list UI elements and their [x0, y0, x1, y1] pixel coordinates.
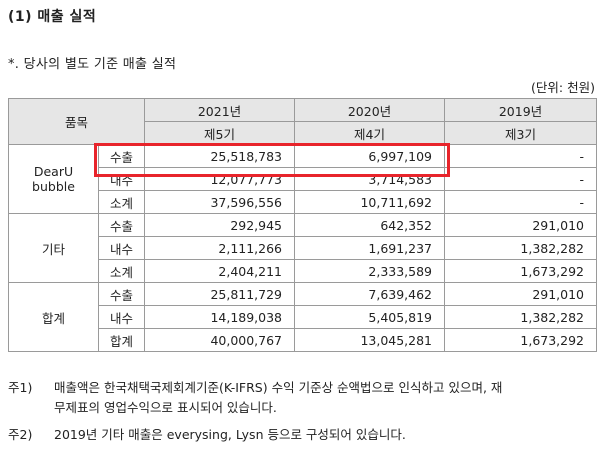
- table-row: 소계 37,596,556 10,711,692 -: [9, 190, 598, 214]
- group-label: DearU bubble: [8, 144, 99, 214]
- value-cell: 1,382,282: [444, 305, 598, 329]
- value-cell: 3,714,583: [294, 167, 446, 191]
- value-cell: 1,691,237: [294, 236, 446, 260]
- value-cell: -: [444, 190, 598, 214]
- period-header: 제3기: [444, 121, 598, 145]
- period-header: 제4기: [294, 121, 446, 145]
- row-type: 수출: [97, 213, 146, 237]
- value-cell: 2,111,266: [144, 236, 296, 260]
- footnote-text: 2019년 기타 매출은 everysing, Lysn 등으로 구성되어 있습…: [54, 427, 406, 442]
- row-type: 내수: [97, 167, 146, 191]
- row-type: 합계: [97, 328, 146, 352]
- table-row: 기타 수출 292,945 642,352 291,010: [8, 213, 598, 283]
- value-cell: 1,673,292: [444, 328, 598, 352]
- table-row: 합계 40,000,767 13,045,281 1,673,292: [9, 328, 598, 352]
- value-cell: 291,010: [444, 213, 598, 237]
- group-label: 합계: [8, 282, 99, 352]
- footnote-text: 매출액은 한국채택국제회계기준(K-IFRS) 수익 기준상 순액법으로 인식하…: [54, 380, 503, 395]
- value-cell: 292,945: [144, 213, 296, 237]
- footnote-2: 주2) 2019년 기타 매출은 everysing, Lysn 등으로 구성되어…: [8, 425, 406, 445]
- year-header: 2020년: [294, 98, 446, 122]
- value-cell: 1,382,282: [444, 236, 598, 260]
- table-row: 내수 14,189,038 5,405,819 1,382,282: [9, 305, 598, 329]
- value-cell: 37,596,556: [144, 190, 296, 214]
- value-cell: 25,811,729: [144, 282, 296, 306]
- group-label: 기타: [8, 213, 99, 283]
- year-header: 2019년: [444, 98, 598, 122]
- row-type: 내수: [97, 236, 146, 260]
- year-header: 2021년: [144, 98, 296, 122]
- value-cell: 2,333,589: [294, 259, 446, 283]
- value-cell: -: [444, 167, 598, 191]
- value-cell: 2,404,211: [144, 259, 296, 283]
- table-row: 내수 2,111,266 1,691,237 1,382,282: [9, 236, 598, 260]
- value-cell: 12,077,773: [144, 167, 296, 191]
- value-cell: 40,000,767: [144, 328, 296, 352]
- table-row: 소계 2,404,211 2,333,589 1,673,292: [9, 259, 598, 283]
- section-heading: (1) 매출 실적: [8, 9, 97, 25]
- period-header: 제5기: [144, 121, 296, 145]
- value-cell: 10,711,692: [294, 190, 446, 214]
- value-cell: 14,189,038: [144, 305, 296, 329]
- row-type: 내수: [97, 305, 146, 329]
- sub-heading: *. 당사의 별도 기준 매출 실적: [8, 57, 177, 72]
- value-cell: 5,405,819: [294, 305, 446, 329]
- row-type: 수출: [97, 282, 146, 306]
- value-cell: 13,045,281: [294, 328, 446, 352]
- row-type: 소계: [97, 259, 146, 283]
- footnote-label: 주2): [8, 427, 33, 442]
- row-type: 수출: [97, 144, 146, 168]
- footnote-1-continued: 무제표의 영업수익으로 표시되어 있습니다.: [54, 400, 277, 415]
- value-cell: 25,518,783: [144, 144, 296, 168]
- value-cell: 1,673,292: [444, 259, 598, 283]
- footnote-1: 주1) 매출액은 한국채택국제회계기준(K-IFRS) 수익 기준상 순액법으로 …: [8, 378, 502, 398]
- sales-table: 품목 2021년 2020년 2019년 제5기 제4기 제3기 DearU b…: [7, 98, 598, 352]
- row-type: 소계: [97, 190, 146, 214]
- value-cell: 6,997,109: [294, 144, 446, 168]
- item-header: 품목: [7, 98, 146, 145]
- value-cell: -: [444, 144, 598, 168]
- value-cell: 291,010: [444, 282, 598, 306]
- table-row: 합계 수출 25,811,729 7,639,462 291,010: [8, 282, 598, 352]
- footnote-label: 주1): [8, 380, 33, 395]
- value-cell: 642,352: [294, 213, 446, 237]
- value-cell: 7,639,462: [294, 282, 446, 306]
- unit-label: (단위: 천원): [531, 80, 595, 95]
- table-row: DearU bubble 수출 25,518,783 6,997,109 -: [8, 144, 598, 214]
